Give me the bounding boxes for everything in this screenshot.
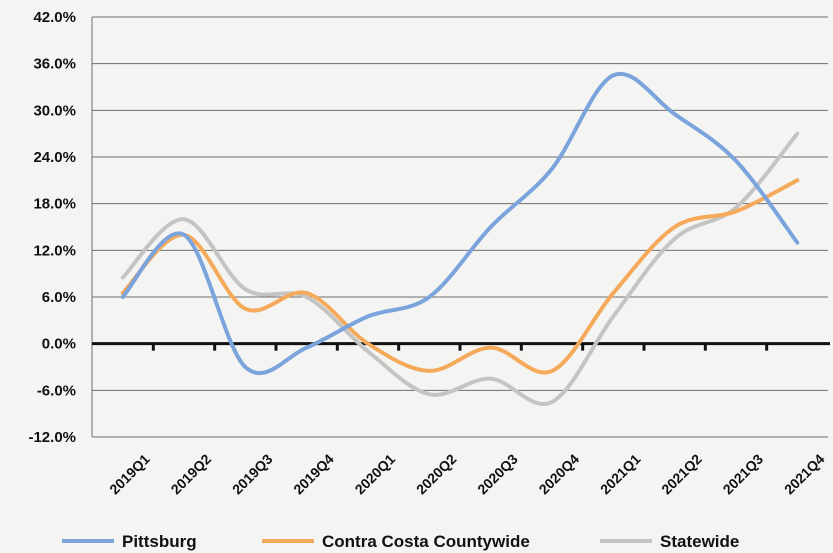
x-tick-label: 2019Q2 bbox=[168, 451, 215, 498]
y-tick-label: 24.0% bbox=[33, 149, 76, 166]
y-tick-label: 6.0% bbox=[42, 289, 76, 306]
y-tick-label: -12.0% bbox=[28, 429, 76, 446]
x-tick-label: 2020Q4 bbox=[536, 451, 583, 498]
series-lines bbox=[120, 71, 800, 406]
y-tick-label: 30.0% bbox=[33, 102, 76, 119]
x-tick-label: 2019Q3 bbox=[229, 451, 276, 498]
series-line-contra-costa-countywide bbox=[120, 178, 800, 375]
y-tick-label: 12.0% bbox=[33, 242, 76, 259]
y-axis-ticks: 42.0% 36.0% 30.0% 24.0% 18.0% 12.0% 6.0% 0.0% -6… bbox=[28, 9, 76, 446]
x-tick-label: 2019Q1 bbox=[106, 451, 153, 498]
x-tick-label: 2021Q1 bbox=[597, 451, 644, 498]
y-tick-label: -6.0% bbox=[37, 382, 76, 399]
legend-label-pittsburg: Pittsburg bbox=[122, 532, 197, 551]
y-tick-label: 42.0% bbox=[33, 9, 76, 26]
x-tick-label: 2020Q3 bbox=[474, 451, 521, 498]
legend: Pittsburg Contra Costa Countywide Statewid… bbox=[62, 532, 739, 551]
x-tick-label: 2021Q2 bbox=[658, 451, 705, 498]
y-tick-label: 36.0% bbox=[33, 56, 76, 73]
x-tick-label: 2021Q3 bbox=[720, 451, 767, 498]
y-tick-label: 0.0% bbox=[42, 336, 76, 353]
x-tick-label: 2020Q1 bbox=[352, 451, 399, 498]
y-tick-label: 18.0% bbox=[33, 196, 76, 213]
series-line-pittsburg bbox=[120, 71, 800, 376]
x-axis-ticks: 2019Q1 2019Q2 2019Q3 2019Q4 2020Q1 2020Q2 2020… bbox=[106, 451, 827, 498]
x-tick-label: 2020Q2 bbox=[413, 451, 460, 498]
legend-label-statewide: Statewide bbox=[660, 532, 739, 551]
x-tick-label: 2019Q4 bbox=[290, 451, 337, 498]
legend-label-contra-costa-countywide: Contra Costa Countywide bbox=[322, 532, 530, 551]
series-line-statewide bbox=[120, 131, 800, 406]
gridlines bbox=[91, 16, 830, 438]
x-tick-label: 2021Q4 bbox=[781, 451, 828, 498]
